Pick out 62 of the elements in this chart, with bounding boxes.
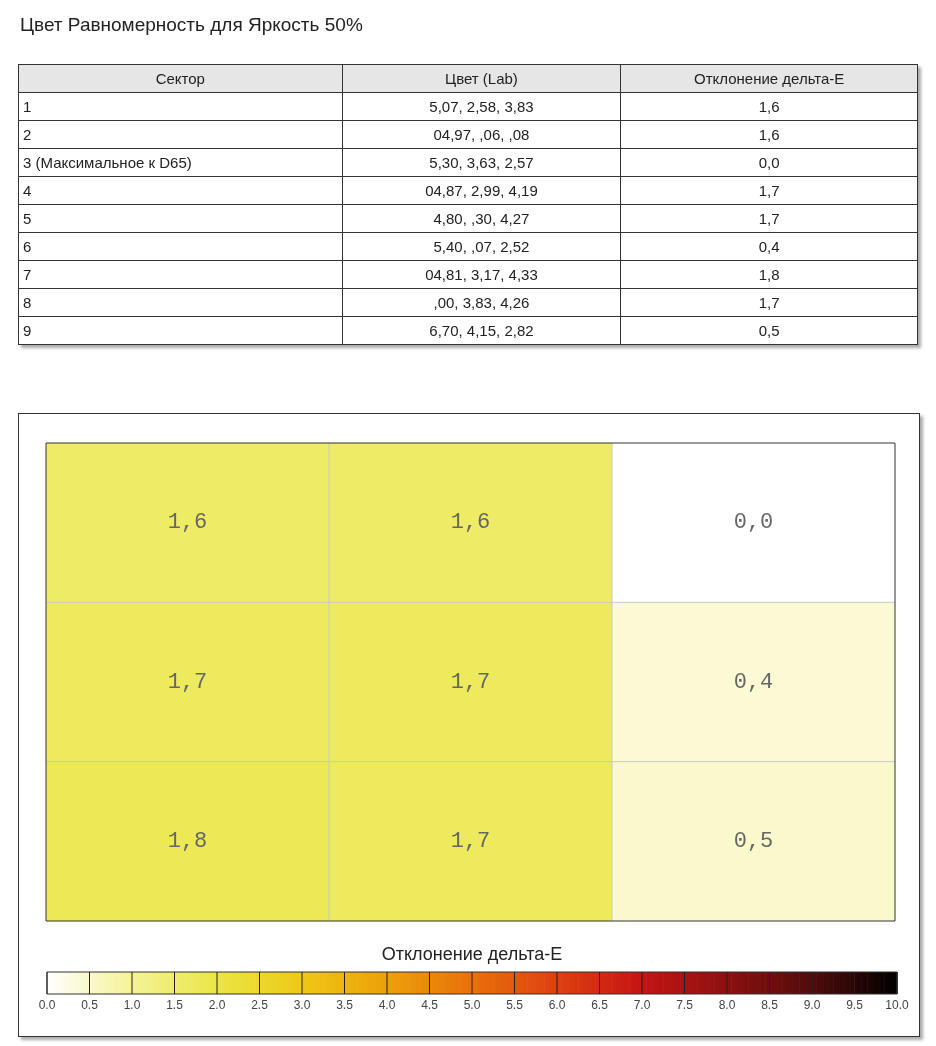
color-bar-label: 7.0 (633, 998, 651, 1013)
text: 1 (18, 92, 343, 121)
text: Цвет (Lab) (342, 64, 621, 93)
color-bar-label: 5.5 (506, 998, 524, 1013)
color-bar-label: 3.5 (336, 998, 354, 1013)
color-bar-label: 2.0 (208, 998, 226, 1013)
color-bar-label: 8.0 (718, 998, 736, 1013)
text: 5 (18, 204, 343, 233)
text: Сектор (18, 64, 343, 93)
data-label: 0,0 (733, 510, 774, 536)
text: 4,80, ,30, 4,27 (342, 204, 621, 233)
text: 5,30, 3,63, 2,57 (342, 148, 621, 177)
text: 8 (18, 288, 343, 317)
text: 4 (18, 176, 343, 205)
data-label: 0,4 (733, 669, 774, 695)
color-bar-label: 9.5 (846, 998, 864, 1013)
text: 1,8 (620, 260, 918, 289)
color-bar-label: 9.0 (803, 998, 821, 1013)
data-label: 1,7 (450, 669, 491, 695)
text: Цвет Равномерность для Яркость 50% (20, 14, 364, 36)
color-bar-label: 2.5 (251, 998, 269, 1013)
text: 0,4 (620, 232, 918, 261)
color-bar-label: 8.5 (761, 998, 779, 1013)
text: 1,6 (620, 120, 918, 149)
text: 04,87, 2,99, 4,19 (342, 176, 621, 205)
color-bar-title: Отклонение дельта-E (381, 943, 563, 964)
color-bar-label: 0.0 (38, 998, 56, 1013)
text: 04,81, 3,17, 4,33 (342, 260, 621, 289)
text: 6,70, 4,15, 2,82 (342, 316, 621, 345)
text: 04,97, ,06, ,08 (342, 120, 621, 149)
text: 1,7 (620, 176, 918, 205)
text: 0,5 (620, 316, 918, 345)
color-bar-label: 10.0 (885, 998, 909, 1013)
text: Отклонение дельта-E (620, 64, 918, 93)
text: 2 (18, 120, 343, 149)
text: 0,0 (620, 148, 918, 177)
data-label: 1,6 (450, 510, 491, 536)
data-label: 1,7 (167, 669, 208, 695)
color-bar-label: 1.0 (123, 998, 141, 1013)
text: 9 (18, 316, 343, 345)
color-bar-label: 3.0 (293, 998, 311, 1013)
text: 5,07, 2,58, 3,83 (342, 92, 621, 121)
color-bar-label: 6.5 (591, 998, 609, 1013)
text: 7 (18, 260, 343, 289)
color-bar-label: 7.5 (676, 998, 694, 1013)
data-label: 1,8 (167, 829, 208, 855)
data-label: 0,5 (733, 829, 774, 855)
color-bar-label: 1.5 (166, 998, 184, 1013)
color-bar-label: 4.0 (378, 998, 396, 1013)
color-bar-label: 5.0 (463, 998, 481, 1013)
text: 3 (Максимальное к D65) (18, 148, 343, 177)
data-label: 1,6 (167, 510, 208, 536)
text: 5,40, ,07, 2,52 (342, 232, 621, 261)
text: ,00, 3,83, 4,26 (342, 288, 621, 317)
text: 6 (18, 232, 343, 261)
color-bar-label: 4.5 (421, 998, 439, 1013)
text: 1,6 (620, 92, 918, 121)
color-bar-label: 6.0 (548, 998, 566, 1013)
text: 1,7 (620, 288, 918, 317)
color-bar-label: 0.5 (81, 998, 99, 1013)
data-label: 1,7 (450, 829, 491, 855)
text: 1,7 (620, 204, 918, 233)
